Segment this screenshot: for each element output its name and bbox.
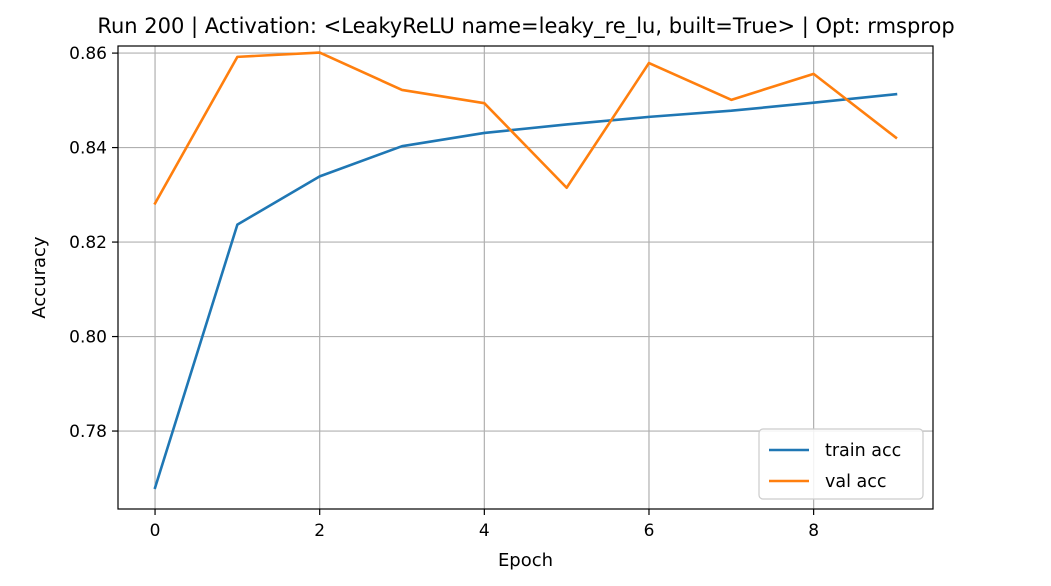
- y-axis-label: Accuracy: [29, 236, 50, 319]
- y-tick-label: 0.80: [69, 328, 107, 348]
- legend: train acc val acc: [758, 428, 924, 500]
- x-tick-label: 4: [479, 521, 490, 541]
- plot-area-frame: [117, 45, 934, 510]
- x-tick-label: 8: [808, 521, 819, 541]
- x-tick-label: 0: [150, 521, 161, 541]
- series-lines: [153, 51, 898, 490]
- series-line-train-acc: [153, 92, 898, 490]
- x-tick-label: 2: [314, 521, 325, 541]
- legend-label: val acc: [825, 472, 886, 492]
- legend-label: train acc: [825, 441, 901, 461]
- y-tick-label: 0.86: [69, 44, 107, 64]
- y-tick-label: 0.78: [69, 422, 107, 442]
- grid-lines: [118, 46, 933, 509]
- chart-title: Run 200 | Activation: <LeakyReLU name=le…: [97, 14, 954, 39]
- y-tick-label: 0.84: [69, 139, 107, 159]
- series-line-val-acc: [153, 51, 898, 206]
- y-tick-label: 0.82: [69, 233, 107, 253]
- axis-ticks: 0 2 4 6 8 0.78 0.80 0.82 0.84 0.86: [69, 44, 819, 541]
- x-tick-label: 6: [644, 521, 655, 541]
- x-axis-label: Epoch: [498, 550, 553, 571]
